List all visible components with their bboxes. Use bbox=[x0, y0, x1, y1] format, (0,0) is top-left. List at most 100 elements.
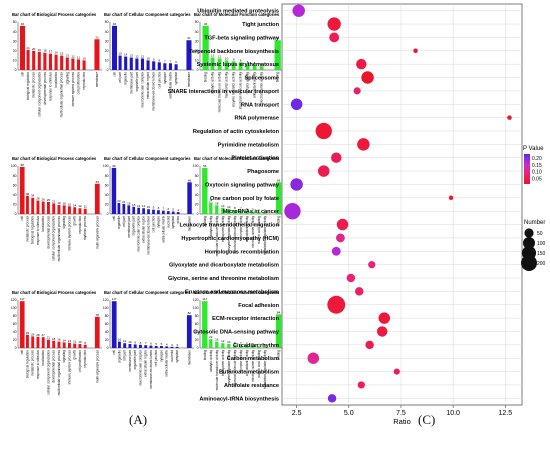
bar-value-label: 10 bbox=[82, 56, 86, 60]
bar-value-label: 26 bbox=[42, 198, 46, 202]
bar-value-label: 25 bbox=[47, 198, 51, 202]
pathway-label: Cytosolic DNA-sensing pathway bbox=[193, 329, 280, 335]
bar bbox=[60, 55, 64, 70]
category-label: membrane bbox=[188, 216, 192, 231]
category-label: nucleoid bbox=[166, 216, 170, 228]
category-label: membrane bbox=[187, 350, 191, 365]
bar bbox=[41, 337, 45, 348]
chart-title: Bar chart of Cellular Component categori… bbox=[104, 12, 191, 17]
category-label: cell part bbox=[123, 350, 127, 361]
bar bbox=[36, 336, 40, 348]
bar bbox=[245, 64, 250, 70]
chart-title: Bar chart of Cellular Component categori… bbox=[104, 156, 191, 161]
bar bbox=[168, 63, 173, 70]
category-label: catalytic activity bbox=[211, 72, 215, 95]
category-label: macromolecular complex bbox=[137, 216, 141, 252]
bar bbox=[94, 183, 100, 214]
bar-value-label: 4 bbox=[166, 342, 168, 346]
bar-value-label: 9 bbox=[134, 340, 136, 344]
bar-value-label: 17 bbox=[49, 50, 53, 54]
bar bbox=[73, 207, 77, 214]
bar-value-label: 11 bbox=[73, 340, 76, 344]
bubble bbox=[315, 122, 332, 140]
panel-label-c: (C) bbox=[418, 412, 436, 427]
category-label: extracellular region bbox=[146, 72, 150, 99]
go-chart-a13: Bar chart of Molecular Function categori… bbox=[194, 12, 284, 112]
bar-value-label: 8 bbox=[158, 58, 160, 62]
bubble bbox=[354, 287, 364, 296]
y-tick-label: 40 bbox=[195, 330, 199, 334]
category-label: enzyme regulator activity bbox=[227, 216, 231, 252]
y-tick-label: 50 bbox=[13, 20, 17, 24]
bar bbox=[94, 39, 100, 70]
category-label: response to stimulus bbox=[48, 72, 52, 102]
category-label: cell bbox=[112, 350, 116, 355]
panel-label-a: (A) bbox=[129, 412, 148, 427]
category-label: localization bbox=[54, 72, 58, 88]
x-tick-label: 5.0 bbox=[344, 410, 354, 417]
bubble bbox=[336, 218, 349, 231]
bar-value-label: 13 bbox=[221, 204, 225, 208]
category-label: transporter activity bbox=[221, 216, 225, 242]
category-label: molecular transducer activity bbox=[215, 216, 219, 257]
bar bbox=[202, 301, 208, 348]
y-tick-label: 60 bbox=[195, 183, 199, 187]
category-label: virion bbox=[176, 216, 180, 224]
y-tick-label: 40 bbox=[13, 30, 17, 34]
chart-title: Bar chart of Molecular Function categori… bbox=[194, 156, 280, 161]
bar-value-label: 4 bbox=[258, 342, 260, 346]
y-tick-label: 50 bbox=[195, 20, 199, 24]
bubble bbox=[368, 261, 376, 269]
category-label: binding bbox=[204, 72, 208, 83]
bar-value-label: 8 bbox=[234, 206, 236, 210]
bar bbox=[19, 25, 25, 70]
colorbar-tick-label: 0.20 bbox=[532, 156, 542, 162]
bar-value-label: 12 bbox=[142, 204, 146, 208]
bubble bbox=[284, 203, 301, 220]
go-chart-a31: Bar chart of Biological Process categori… bbox=[11, 290, 102, 395]
pathway-label: Circadian rhythm bbox=[233, 343, 279, 349]
category-label: electron carrier activity bbox=[260, 72, 264, 104]
bubble bbox=[357, 381, 365, 389]
bar bbox=[140, 58, 145, 70]
category-label: biological regulation bbox=[31, 216, 35, 244]
category-label: developmental process bbox=[43, 72, 47, 105]
bubble bbox=[346, 273, 356, 283]
category-label: cell proliferation bbox=[78, 350, 82, 373]
x-tick-label: 12.5 bbox=[498, 410, 512, 417]
bar-value-label: 117 bbox=[20, 297, 25, 301]
category-label: antioxidant activity bbox=[245, 350, 249, 376]
bar bbox=[26, 49, 30, 70]
bar bbox=[52, 340, 56, 348]
legend-bubble bbox=[524, 228, 534, 238]
category-label: immune system process bbox=[67, 216, 71, 251]
pathway-label: SNARE interactions in vesicular transpor… bbox=[168, 89, 279, 95]
bar bbox=[62, 342, 66, 348]
bubble bbox=[290, 98, 303, 110]
bar bbox=[245, 345, 249, 348]
y-tick-label: 60 bbox=[195, 322, 199, 326]
pathway-label: Platelet activation bbox=[231, 156, 279, 162]
category-label: developmental process bbox=[52, 350, 56, 383]
bar bbox=[202, 167, 208, 214]
legend-bubble-label: 100 bbox=[537, 241, 546, 247]
y-tick-label: 40 bbox=[105, 30, 109, 34]
bar-value-label: 98 bbox=[21, 163, 25, 167]
bubble bbox=[507, 115, 512, 120]
bubble bbox=[327, 17, 341, 31]
category-label: extracellular region bbox=[142, 216, 146, 243]
bar-value-label: 96 bbox=[112, 164, 116, 168]
category-label: biological regulation bbox=[25, 350, 29, 378]
x-tick-label: 10.0 bbox=[446, 410, 460, 417]
y-tick-label: 120 bbox=[193, 298, 199, 302]
category-label: metabolic process bbox=[25, 216, 29, 242]
category-label: structural molecule activity bbox=[233, 350, 237, 388]
y-tick-label: 0 bbox=[107, 212, 109, 216]
y-tick-label: 20 bbox=[13, 49, 17, 53]
bar-value-label: 5 bbox=[252, 342, 254, 346]
bar-value-label: 9 bbox=[153, 206, 155, 210]
bar bbox=[176, 212, 180, 214]
go-chart-a23: Bar chart of Molecular Function categori… bbox=[193, 156, 284, 256]
bar bbox=[128, 344, 132, 348]
bar-value-label: 12 bbox=[123, 339, 127, 343]
